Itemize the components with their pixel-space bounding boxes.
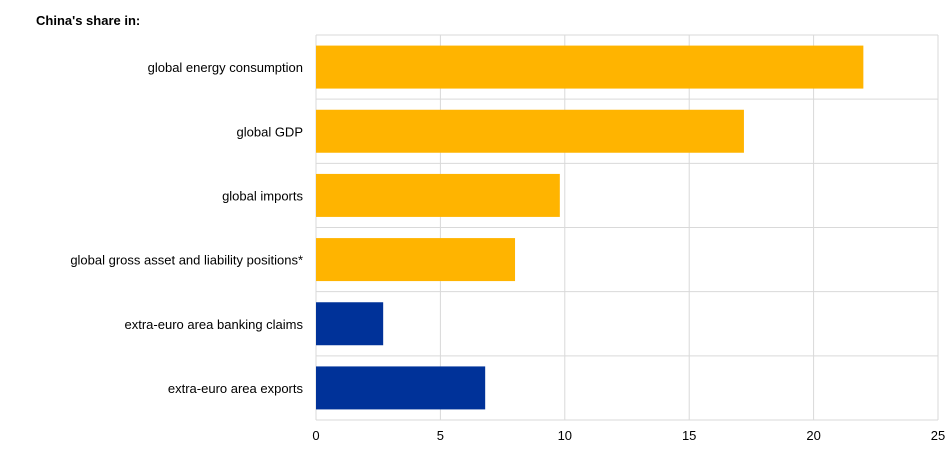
gridlines bbox=[315, 34, 939, 421]
x-tick-label: 25 bbox=[931, 428, 945, 443]
category-label: global GDP bbox=[237, 124, 303, 139]
category-label: extra-euro area banking claims bbox=[125, 317, 304, 332]
x-tick-label: 20 bbox=[806, 428, 820, 443]
bar bbox=[316, 302, 384, 346]
chart-title: China's share in: bbox=[36, 13, 140, 28]
category-labels: global energy consumption global GDP globa… bbox=[70, 60, 303, 396]
x-tick-label: 0 bbox=[312, 428, 319, 443]
category-label: global imports bbox=[222, 188, 303, 203]
bar bbox=[316, 173, 560, 217]
bar bbox=[316, 109, 744, 153]
x-tick-label: 10 bbox=[558, 428, 572, 443]
bar bbox=[316, 238, 516, 282]
bar bbox=[316, 45, 864, 89]
category-label: global energy consumption bbox=[148, 60, 303, 75]
category-label: extra-euro area exports bbox=[168, 381, 304, 396]
x-tick-label: 15 bbox=[682, 428, 696, 443]
category-label: global gross asset and liability positio… bbox=[70, 253, 303, 268]
x-axis-ticks: 0 5 10 15 20 25 bbox=[312, 428, 945, 443]
x-tick-label: 5 bbox=[437, 428, 444, 443]
bars bbox=[316, 45, 864, 410]
bar bbox=[316, 366, 486, 410]
